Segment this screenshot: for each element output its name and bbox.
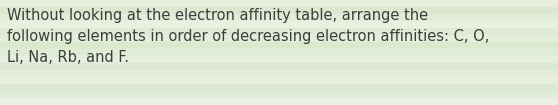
Bar <box>0 98 558 105</box>
Bar <box>0 84 558 91</box>
Bar <box>0 0 558 7</box>
Bar <box>0 35 558 42</box>
Text: Without looking at the electron affinity table, arrange the
following elements i: Without looking at the electron affinity… <box>7 8 489 65</box>
Bar <box>0 91 558 98</box>
Bar <box>0 63 558 70</box>
Bar <box>0 42 558 49</box>
Bar <box>0 28 558 35</box>
Bar <box>0 21 558 28</box>
Bar <box>0 56 558 63</box>
Bar <box>0 14 558 21</box>
Bar <box>0 49 558 56</box>
Bar <box>0 77 558 84</box>
Bar <box>0 70 558 77</box>
Bar <box>0 7 558 14</box>
